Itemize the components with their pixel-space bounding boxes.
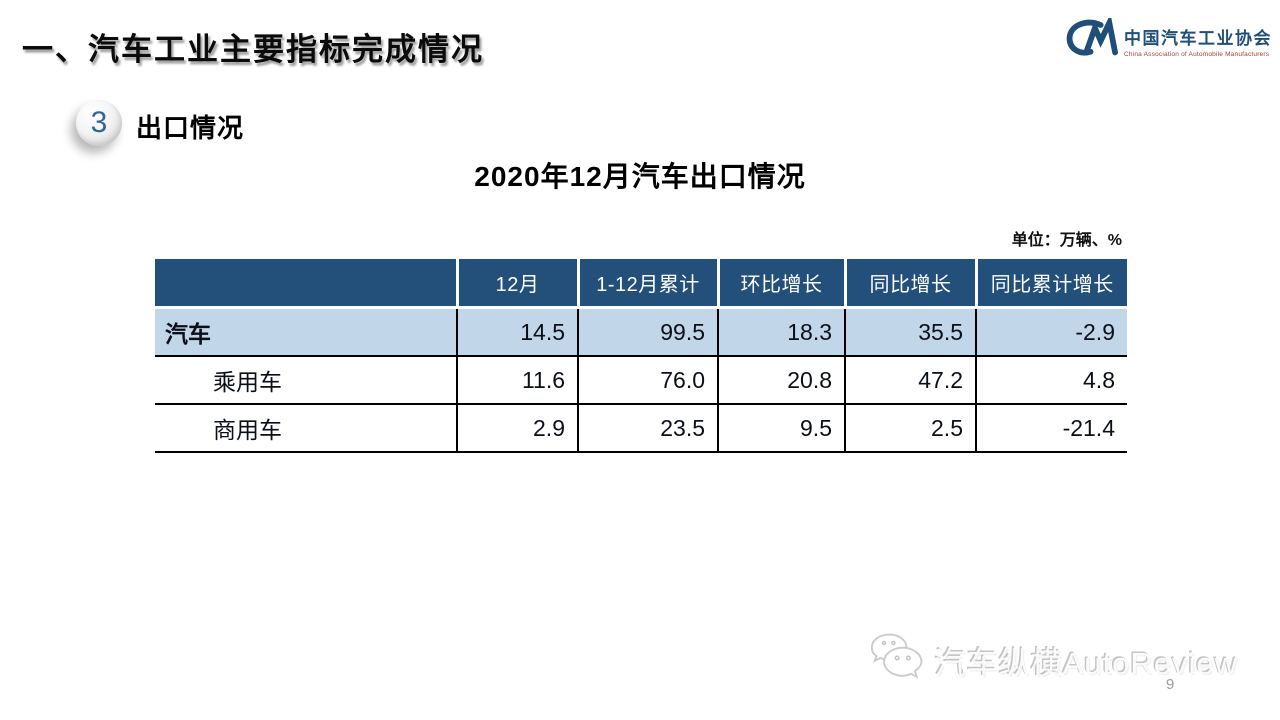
caam-logo: 中国汽车工业协会 China Association of Automobile…	[1066, 13, 1272, 63]
column-header-yoy-cumulative-growth: 同比累计增长	[976, 259, 1127, 309]
wechat-icon	[869, 630, 929, 691]
table-cell: -2.9	[976, 307, 1127, 357]
page-number: 9	[1166, 676, 1175, 693]
caam-logo-mark-icon	[1066, 13, 1118, 63]
table-cell: 99.5	[578, 307, 719, 357]
table-cell: 11.6	[457, 356, 579, 405]
page-title: 一、汽车工业主要指标完成情况	[22, 32, 484, 67]
column-header-blank	[155, 259, 459, 309]
row-label: 汽车	[155, 307, 458, 357]
table-cell: 9.5	[718, 404, 846, 453]
section-number-badge: 3	[76, 100, 122, 146]
table-cell: 23.5	[578, 404, 719, 453]
table-cell: 18.3	[718, 307, 846, 357]
table-cell: 4.8	[976, 356, 1127, 405]
table-cell: 76.0	[578, 356, 719, 405]
table-header-row: 12月 1-12月累计 环比增长 同比增长 同比累计增长	[155, 259, 1127, 309]
caam-name-en: China Association of Automobile Manufact…	[1124, 50, 1270, 58]
row-label: 乘用车	[155, 356, 458, 405]
watermark: 汽车纵横AutoReview	[869, 630, 1238, 691]
section-label: 出口情况	[136, 113, 245, 143]
table-title: 2020年12月汽车出口情况	[474, 161, 806, 192]
column-header-yoy-growth: 同比增长	[845, 259, 978, 309]
column-header-cumulative: 1-12月累计	[578, 259, 720, 309]
column-header-mom-growth: 环比增长	[718, 259, 847, 309]
row-label: 商用车	[155, 404, 458, 453]
table-row-total: 汽车 14.5 99.5 18.3 35.5 -2.9	[155, 307, 1127, 357]
table-cell: 35.5	[845, 307, 977, 357]
table-row-commercial: 商用车 2.9 23.5 9.5 2.5 -21.4	[155, 404, 1127, 453]
column-header-month: 12月	[457, 259, 580, 309]
watermark-text: 汽车纵横AutoReview	[934, 646, 1238, 681]
caam-name-cn: 中国汽车工业协会	[1124, 28, 1272, 48]
table-cell: 2.5	[845, 404, 977, 453]
table-row-passenger: 乘用车 11.6 76.0 20.8 47.2 4.8	[155, 356, 1127, 405]
table-cell: 47.2	[845, 356, 977, 405]
caam-logo-text: 中国汽车工业协会 China Association of Automobile…	[1124, 24, 1272, 58]
section-number: 3	[90, 106, 108, 139]
export-data-table: 12月 1-12月累计 环比增长 同比增长 同比累计增长 汽车 14.5 99.…	[155, 259, 1127, 453]
table-cell: -21.4	[976, 404, 1127, 453]
table-cell: 2.9	[457, 404, 579, 453]
table-cell: 14.5	[457, 307, 579, 357]
table-cell: 20.8	[718, 356, 846, 405]
unit-label: 单位：万辆、%	[1011, 232, 1122, 249]
